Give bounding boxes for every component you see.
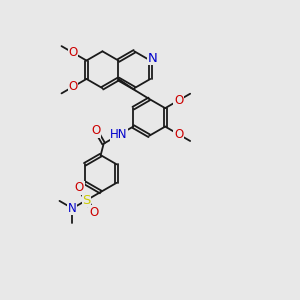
Text: O: O (68, 80, 78, 93)
Text: S: S (82, 194, 91, 207)
Text: HN: HN (110, 128, 128, 141)
Text: O: O (75, 181, 84, 194)
Text: N: N (68, 202, 77, 215)
Text: O: O (174, 94, 183, 107)
Text: N: N (148, 52, 157, 65)
Text: O: O (174, 128, 183, 141)
Text: O: O (68, 46, 78, 59)
Text: O: O (92, 124, 101, 137)
Text: O: O (89, 206, 98, 219)
